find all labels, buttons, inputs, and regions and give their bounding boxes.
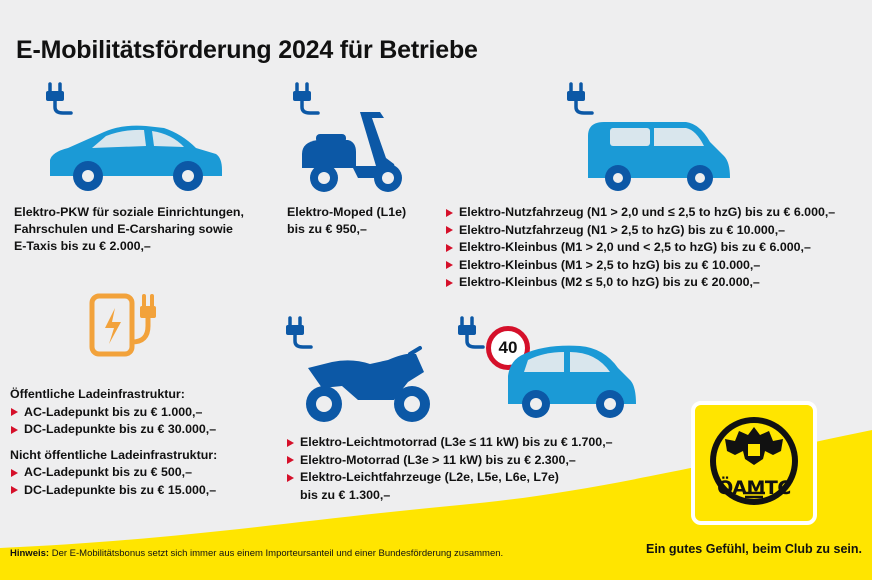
list-item: Elektro-Motorrad (L3e > 11 kW) bis zu € … <box>286 452 613 470</box>
logo-text: ÖAMTC <box>717 477 791 499</box>
oeamtc-logo: ÖAMTC <box>691 401 817 525</box>
electric-car-icon <box>50 125 222 191</box>
footer-hint: Hinweis: Der E-Mobilitätsbonus setzt sic… <box>10 548 503 559</box>
charging-station-icon <box>89 293 156 357</box>
pkw-line: Elektro-PKW für soziale Einrichtungen, <box>14 205 244 219</box>
public-charging-heading: Öffentliche Ladeinfrastruktur: <box>10 387 185 401</box>
motorcycle-icon <box>306 346 430 422</box>
plug-icon <box>293 82 320 115</box>
leichtfahrzeug-section: Elektro-Leichtmotorrad (L3e ≤ 11 kW) bis… <box>286 434 613 504</box>
list-item: DC-Ladepunkte bis zu € 15.000,– <box>10 482 217 500</box>
private-charging-heading: Nicht öffentliche Ladeinfrastruktur: <box>10 447 218 462</box>
list-item: Elektro-Leichtfahrzeuge (L2e, L5e, L6e, … <box>286 469 613 487</box>
plug-icon <box>567 82 594 115</box>
speed-limit-value: 40 <box>498 338 518 357</box>
list-item: Elektro-Nutzfahrzeug (N1 > 2,0 und ≤ 2,5… <box>445 204 835 222</box>
plug-icon <box>458 316 485 349</box>
list-item: DC-Ladepunkte bis zu € 30.000,– <box>10 421 217 439</box>
moped-description: Elektro-Moped (L1e) bis zu € 950,– <box>287 204 406 238</box>
list-item: Elektro-Kleinbus (M2 ≤ 5,0 to hzG) bis z… <box>445 274 835 292</box>
list-item: AC-Ladepunkt bis zu € 500,– <box>10 464 217 482</box>
pkw-line: E-Taxis bis zu € 2.000,– <box>14 239 151 253</box>
public-charging-list: AC-Ladepunkt bis zu € 1.000,– DC-Ladepun… <box>10 404 217 439</box>
plug-icon <box>46 82 73 115</box>
list-item: Elektro-Kleinbus (M1 > 2,0 und < 2,5 to … <box>445 239 835 257</box>
ladeinfrastruktur-section: Öffentliche Ladeinfrastruktur: AC-Ladepu… <box>10 386 217 499</box>
pkw-description: Elektro-PKW für soziale Einrichtungen, F… <box>14 204 244 255</box>
list-item: Elektro-Leichtmotorrad (L3e ≤ 11 kW) bis… <box>286 434 613 452</box>
nutzfahrzeug-list: Elektro-Nutzfahrzeug (N1 > 2,0 und ≤ 2,5… <box>445 204 835 292</box>
private-charging-list: AC-Ladepunkt bis zu € 500,– DC-Ladepunkt… <box>10 464 217 499</box>
page-title: E-Mobilitätsförderung 2024 für Betriebe <box>16 36 478 64</box>
microcar-icon <box>508 345 636 418</box>
plug-icon <box>286 316 313 349</box>
van-icon <box>588 122 730 191</box>
eagle-emblem-icon <box>710 417 798 505</box>
hint-label: Hinweis: <box>10 548 50 559</box>
hint-text: Der E-Mobilitätsbonus setzt sich immer a… <box>49 548 504 559</box>
scooter-icon <box>302 112 402 192</box>
slogan: Ein gutes Gefühl, beim Club zu sein. <box>646 542 862 556</box>
list-item: Elektro-Nutzfahrzeug (N1 > 2,5 to hzG) b… <box>445 222 835 240</box>
list-item: Elektro-Kleinbus (M1 > 2,5 to hzG) bis z… <box>445 257 835 275</box>
leichtfahrzeug-continuation: bis zu € 1.300,– <box>300 487 391 502</box>
list-item: AC-Ladepunkt bis zu € 1.000,– <box>10 404 217 422</box>
moped-line: Elektro-Moped (L1e) <box>287 205 407 219</box>
leichtfahrzeug-list: Elektro-Leichtmotorrad (L3e ≤ 11 kW) bis… <box>286 434 613 487</box>
pkw-line: Fahrschulen und E-Carsharing sowie <box>14 222 233 236</box>
moped-line: bis zu € 950,– <box>287 222 367 236</box>
